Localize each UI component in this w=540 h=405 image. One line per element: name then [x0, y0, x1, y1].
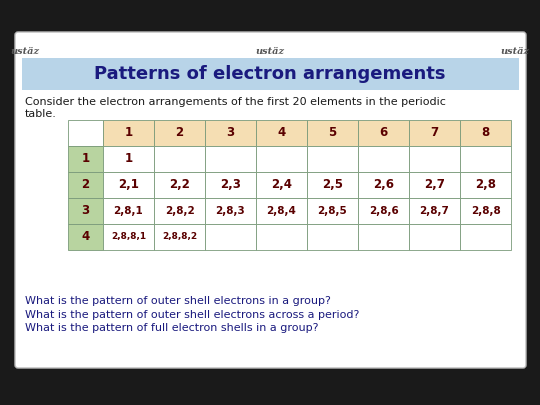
Bar [154, 224, 205, 250]
Bar [154, 172, 205, 198]
Text: 5: 5 [328, 126, 336, 139]
Bar [103, 146, 154, 172]
Text: 2,8,8: 2,8,8 [471, 206, 501, 216]
Bar [22, 58, 519, 90]
Text: 3: 3 [82, 205, 90, 217]
Text: 2,8,2: 2,8,2 [165, 206, 194, 216]
Bar [256, 120, 307, 146]
Bar [307, 146, 358, 172]
Text: What is the pattern of outer shell electrons across a period?: What is the pattern of outer shell elect… [25, 309, 360, 320]
Text: 2,2: 2,2 [169, 179, 190, 192]
Text: 2,1: 2,1 [118, 179, 139, 192]
Text: 2,8: 2,8 [475, 179, 496, 192]
Bar [256, 172, 307, 198]
Text: 2,8,5: 2,8,5 [318, 206, 347, 216]
Text: 2: 2 [82, 179, 90, 192]
Bar [409, 146, 460, 172]
Text: What is the pattern of outer shell electrons in a group?: What is the pattern of outer shell elect… [25, 296, 331, 306]
Bar [68, 146, 103, 172]
Bar [307, 172, 358, 198]
Bar [205, 146, 256, 172]
Text: Patterns of electron arrangements: Patterns of electron arrangements [94, 65, 445, 83]
Text: 2,6: 2,6 [373, 179, 394, 192]
Bar [256, 198, 307, 224]
Bar [460, 224, 511, 250]
Bar [103, 172, 154, 198]
Bar [205, 172, 256, 198]
Text: 3: 3 [226, 126, 234, 139]
Bar [460, 172, 511, 198]
Text: 2,8,8,2: 2,8,8,2 [162, 232, 197, 241]
Text: Consider the electron arrangements of the first 20 elements in the periodic: Consider the electron arrangements of th… [25, 97, 446, 107]
Bar [256, 224, 307, 250]
Text: 2,8,4: 2,8,4 [267, 206, 296, 216]
Bar [103, 224, 154, 250]
Text: 1: 1 [124, 126, 132, 139]
Bar [307, 198, 358, 224]
Bar [409, 120, 460, 146]
Bar [205, 120, 256, 146]
Bar [154, 120, 205, 146]
Bar [460, 198, 511, 224]
Bar [409, 224, 460, 250]
Text: 2,8,1: 2,8,1 [113, 206, 144, 216]
Text: 2,8,3: 2,8,3 [215, 206, 245, 216]
Text: 2,5: 2,5 [322, 179, 343, 192]
Text: ustäz: ustäz [501, 47, 530, 57]
Text: 1: 1 [82, 153, 90, 166]
Text: ustäz: ustäz [255, 47, 285, 57]
Bar [460, 146, 511, 172]
Text: 2: 2 [176, 126, 184, 139]
Bar [103, 120, 154, 146]
Bar [307, 224, 358, 250]
Text: 2,8,8,1: 2,8,8,1 [111, 232, 146, 241]
Text: 6: 6 [380, 126, 388, 139]
Bar [358, 146, 409, 172]
Text: table.: table. [25, 109, 57, 119]
Bar [205, 198, 256, 224]
Bar [103, 198, 154, 224]
Text: 4: 4 [278, 126, 286, 139]
Bar [68, 120, 103, 146]
Text: ustäz: ustäz [10, 47, 39, 57]
Text: 2,7: 2,7 [424, 179, 445, 192]
Bar [358, 224, 409, 250]
FancyBboxPatch shape [15, 32, 526, 368]
Text: 2,3: 2,3 [220, 179, 241, 192]
Bar [460, 120, 511, 146]
Text: What is the pattern of full electron shells in a group?: What is the pattern of full electron she… [25, 323, 319, 333]
Text: 2,8,7: 2,8,7 [420, 206, 449, 216]
Bar [409, 198, 460, 224]
Bar [68, 198, 103, 224]
Text: 1: 1 [124, 153, 132, 166]
Bar [307, 120, 358, 146]
Bar [68, 224, 103, 250]
Bar [154, 198, 205, 224]
Text: 2,4: 2,4 [271, 179, 292, 192]
Bar [358, 120, 409, 146]
Bar [358, 198, 409, 224]
Text: 2,8,6: 2,8,6 [369, 206, 399, 216]
Bar [154, 146, 205, 172]
Bar [358, 172, 409, 198]
Bar [256, 146, 307, 172]
Text: 7: 7 [430, 126, 438, 139]
Text: 4: 4 [82, 230, 90, 243]
Text: 8: 8 [481, 126, 490, 139]
Bar [205, 224, 256, 250]
Bar [409, 172, 460, 198]
Bar [68, 172, 103, 198]
